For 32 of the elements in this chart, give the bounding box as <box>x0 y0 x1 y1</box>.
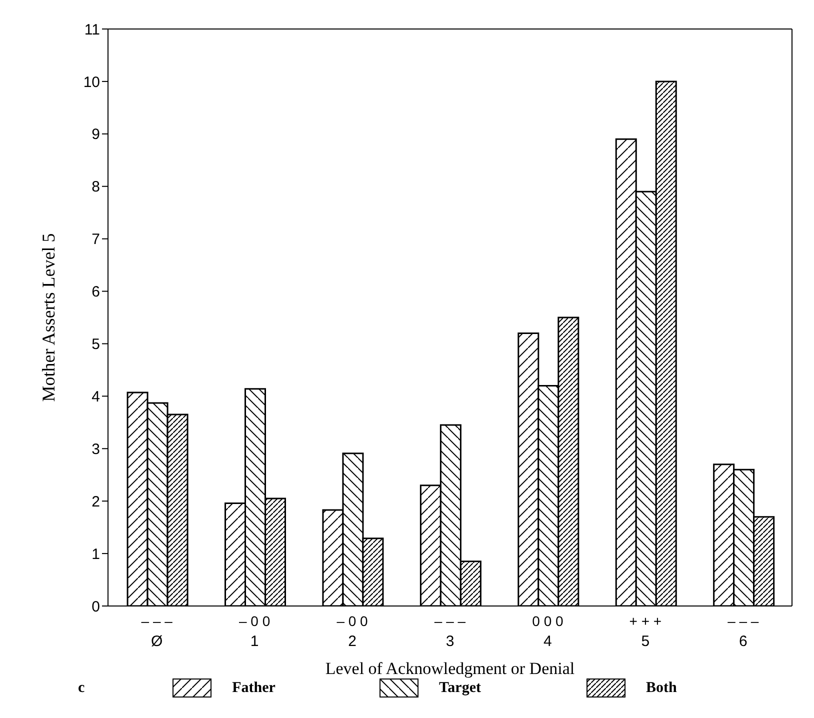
y-tick-label: 0 <box>92 598 100 616</box>
legend-label: Father <box>231 678 276 698</box>
x-tick-label: 5 <box>641 633 650 650</box>
legend-label: Target <box>438 678 482 698</box>
text: – – – <box>141 613 173 629</box>
x-tick-label: 4 <box>544 633 552 650</box>
y-tick-label: 6 <box>92 284 100 301</box>
text: + + + <box>629 613 662 629</box>
x-tick-label: 6 <box>738 633 748 650</box>
x-tick-label: 2 <box>348 633 356 650</box>
y-tick-label: 4 <box>92 388 100 406</box>
y-tick-label: 3 <box>92 440 100 458</box>
text: c <box>78 680 86 696</box>
text: – 0 0 <box>239 613 270 629</box>
x-axis-title: Level of Acknowledgment or Denial <box>325 659 575 678</box>
text: – 0 0 <box>336 613 368 629</box>
text: 0 0 0 <box>532 613 564 629</box>
y-tick-label: 8 <box>92 178 100 196</box>
y-tick-label: 1 <box>92 546 100 563</box>
text: – – – <box>434 613 466 629</box>
x-tick-label: 3 <box>446 633 454 650</box>
y-tick-label: 9 <box>92 126 100 144</box>
text: – – – <box>728 613 759 629</box>
x-tick-label: Ø <box>151 633 164 650</box>
y-tick-label: 11 <box>84 21 100 38</box>
y-axis-title: Mother Asserts Level 5 <box>38 233 58 402</box>
y-tick-label: 5 <box>92 336 100 354</box>
y-tick-label: 7 <box>92 231 100 248</box>
x-tick-label: 1 <box>250 633 259 650</box>
y-tick-label: 2 <box>92 493 100 510</box>
legend-label: Both <box>645 678 678 698</box>
y-tick-label: 10 <box>83 74 100 91</box>
